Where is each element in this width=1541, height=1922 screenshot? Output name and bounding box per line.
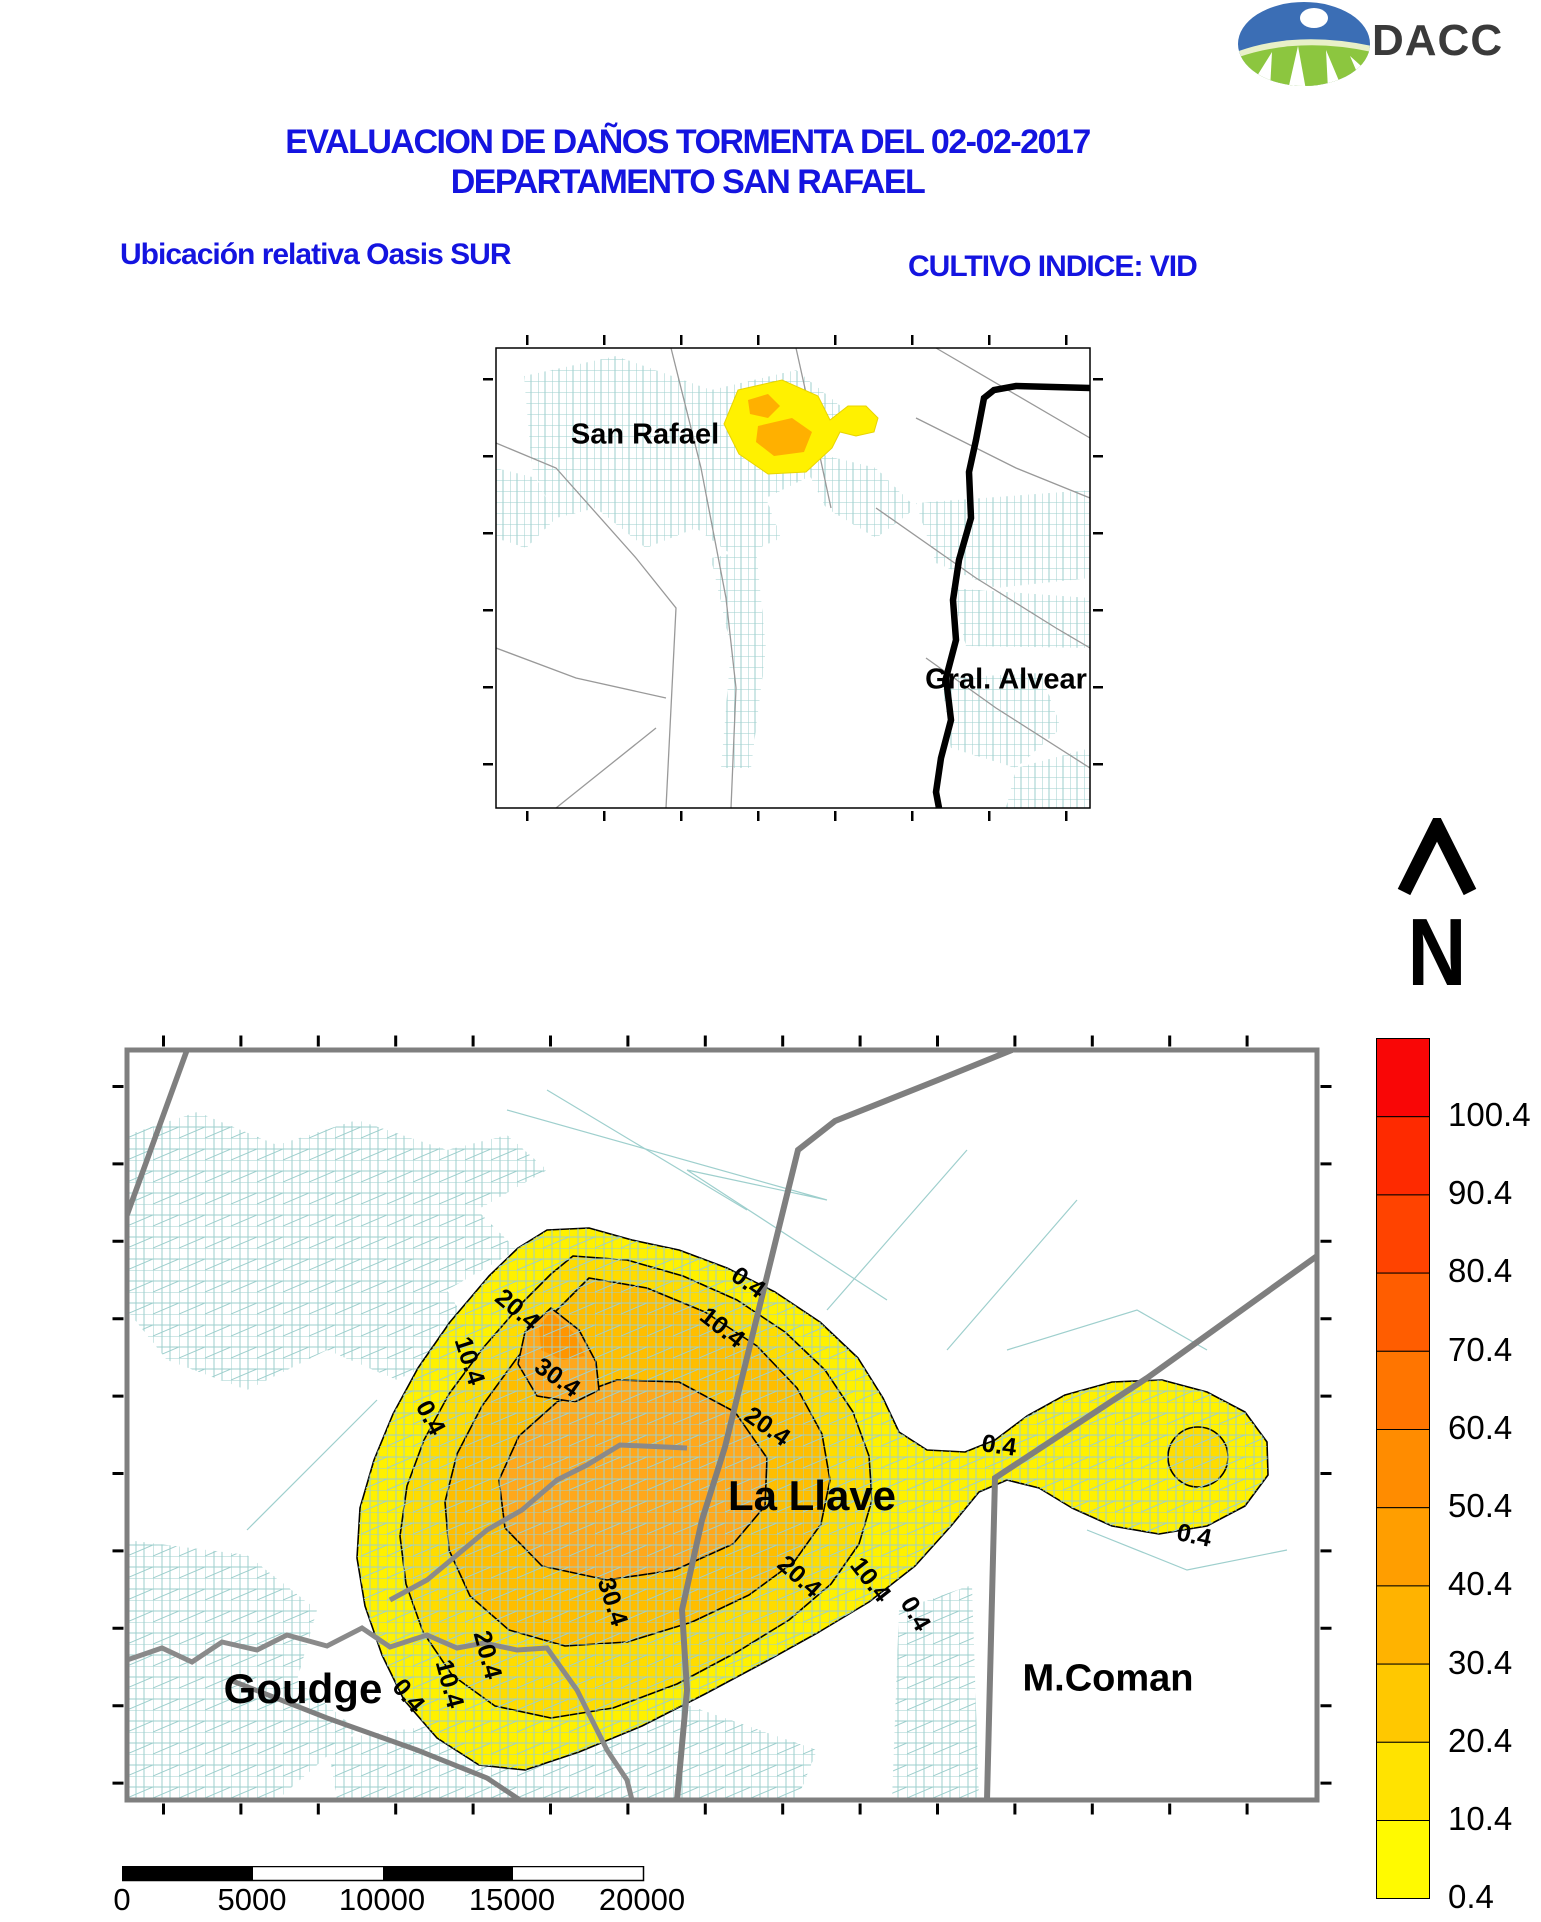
main-map-frame — [124, 1047, 1320, 1803]
page-title-line2: DEPARTAMENTO SAN RAFAEL — [450, 163, 926, 201]
legend-tick-50_4: 50.4 — [1448, 1487, 1513, 1524]
legend-tick-30_4: 30.4 — [1448, 1644, 1513, 1681]
main-sparse-lines — [246, 1089, 1288, 1571]
legend-seg-7 — [1376, 1585, 1430, 1665]
scale-bar: 0 5000 10000 15000 20000 — [113, 1866, 685, 1917]
north-arrow: N — [1392, 818, 1482, 1008]
dacc-logo — [1236, 0, 1496, 90]
main-label-m-coman: M.Coman — [1022, 1657, 1194, 1700]
rivers-and-boundaries — [124, 1047, 1319, 1803]
page-title: EVALUACION DE DAÑOS TORMENTA DEL 02-02-2… — [250, 122, 1125, 202]
legend-seg-0 — [1376, 1038, 1430, 1118]
main-label-goudge: Goudge — [223, 1665, 383, 1712]
main-map-canvas — [112, 1035, 1332, 1815]
boundary-center — [674, 1047, 1014, 1801]
boundary-nw — [124, 1049, 190, 1216]
locator-route-line — [932, 382, 1091, 809]
legend-seg-2 — [1376, 1194, 1430, 1274]
left-subtitle: Ubicación relativa Oasis SUR — [120, 238, 512, 271]
boundary-south — [229, 1677, 522, 1803]
north-arrow-letter: N — [1407, 899, 1467, 1006]
main-map — [112, 1035, 1332, 1815]
legend-seg-6 — [1376, 1507, 1430, 1587]
locator-map-canvas — [483, 335, 1103, 821]
contour-label-7: 0.4 — [979, 1429, 1019, 1462]
legend-seg-9 — [1376, 1741, 1430, 1821]
legend-colorbar: 100.4 90.4 80.4 70.4 60.4 50.4 40.4 30.4… — [1376, 1038, 1531, 1915]
legend-tick-40_4: 40.4 — [1448, 1565, 1513, 1602]
legend-tick-10_4: 10.4 — [1448, 1800, 1513, 1837]
dacc-logo-icon — [1238, 2, 1370, 86]
locator-label-san-rafael: San Rafael — [570, 418, 720, 451]
legend-tick-70_4: 70.4 — [1448, 1331, 1513, 1368]
boundary-east — [984, 1253, 1319, 1801]
locator-frame — [495, 347, 1091, 809]
locator-map — [483, 335, 1103, 821]
legend-seg-8 — [1376, 1663, 1430, 1743]
scale-bar-canvas — [122, 1866, 645, 1882]
legend-colorbar-canvas — [1376, 1038, 1430, 1899]
locator-label-gral-alvear: Gral. Alvear — [925, 663, 1087, 696]
locator-roads — [495, 347, 1091, 809]
scale-label-0: 0 — [113, 1882, 131, 1917]
legend-segments — [1376, 1038, 1430, 1899]
north-arrow-icon — [1397, 818, 1477, 896]
scale-label-10000: 10000 — [338, 1882, 426, 1917]
legend-seg-10 — [1376, 1820, 1430, 1899]
scale-label-5000: 5000 — [217, 1882, 287, 1917]
river-branch — [388, 1442, 688, 1603]
legend-tick-80_4: 80.4 — [1448, 1252, 1513, 1289]
legend-tick-60_4: 60.4 — [1448, 1409, 1513, 1446]
globe-icon — [1238, 2, 1370, 86]
legend-tick-90_4: 90.4 — [1448, 1174, 1513, 1211]
river — [126, 1625, 635, 1801]
legend-seg-4 — [1376, 1350, 1430, 1430]
legend-tick-20_4: 20.4 — [1448, 1722, 1513, 1759]
legend-seg-3 — [1376, 1272, 1430, 1352]
main-parcels-over-damage — [357, 1228, 1268, 1770]
scale-label-15000: 15000 — [468, 1882, 556, 1917]
scale-label-20000: 20000 — [598, 1882, 686, 1917]
legend-tick-100_4: 100.4 — [1448, 1096, 1531, 1133]
scale-bar-labels: 0 5000 10000 15000 20000 — [113, 1882, 686, 1922]
page-title-line1: EVALUACION DE DAÑOS TORMENTA DEL 02-02-2… — [285, 123, 1091, 161]
legend-seg-1 — [1376, 1116, 1430, 1196]
legend-seg-5 — [1376, 1429, 1430, 1509]
locator-damage-area — [723, 379, 879, 475]
legend-tick-0_4: 0.4 — [1448, 1878, 1494, 1915]
right-subtitle: CULTIVO INDICE: VID — [908, 250, 1198, 283]
dacc-logo-text: DACC — [1372, 16, 1504, 65]
main-label-la-llave: La Llave — [727, 1472, 897, 1519]
